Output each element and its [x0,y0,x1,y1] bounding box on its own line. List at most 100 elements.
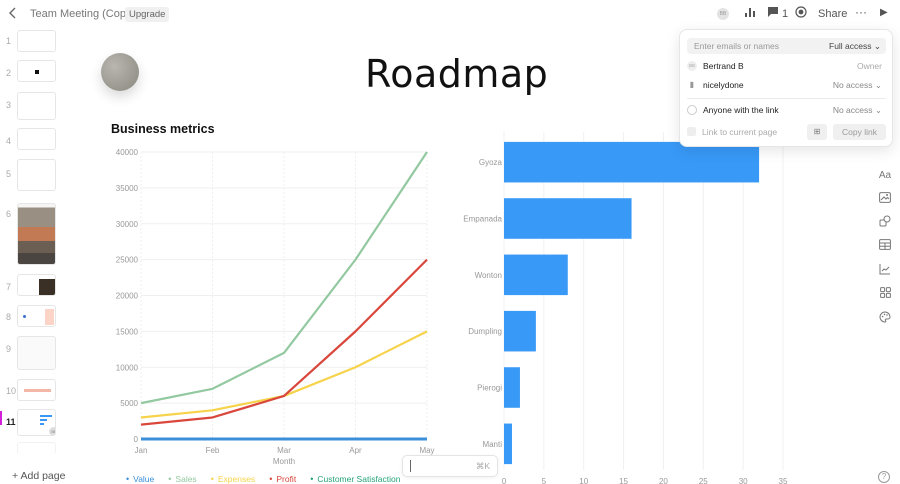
back-button[interactable] [8,6,22,22]
page-number: 9 [6,344,12,354]
page-number: 10 [6,386,17,396]
svg-text:5: 5 [542,477,547,484]
chart-heading[interactable]: Business metrics [111,122,215,136]
copy-link-button[interactable]: Copy link [833,124,886,140]
invite-email-input[interactable]: Enter emails or names Full access ⌄ [687,38,886,54]
active-page-indicator [0,411,2,425]
page-number: 4 [6,136,12,146]
thumbnail [17,159,56,191]
comment-icon [768,7,778,17]
shapes-icon[interactable] [878,215,892,229]
command-input[interactable]: ⌘K [402,455,498,477]
link-access-row: Anyone with the link No access ⌄ [687,104,886,118]
thumbnail: BB [17,409,56,436]
page-number: 6 [6,209,12,219]
bar-chart-icon [745,8,755,17]
svg-text:10000: 10000 [116,363,139,372]
comments-button[interactable] [767,6,779,21]
svg-text:Jan: Jan [135,446,148,455]
svg-text:30000: 30000 [116,220,139,229]
svg-text:Dumpling: Dumpling [468,327,502,336]
record-icon [795,6,807,18]
thumbnail [17,30,56,52]
thumbnail [17,442,56,454]
thumbnail [17,274,56,296]
more-button[interactable]: ··· [855,5,867,19]
workspace-access-dropdown[interactable]: No access ⌄ [832,80,882,90]
page-number: 5 [6,169,12,179]
comment-count: 1 [782,8,789,20]
thumbnail [17,203,56,265]
play-button[interactable]: ▶ [880,7,888,18]
thumbnail [17,92,56,120]
svg-text:40000: 40000 [116,148,139,157]
legend-item[interactable]: • Sales [168,474,197,484]
palette-icon[interactable] [878,311,892,325]
svg-text:Apr: Apr [349,446,362,455]
svg-text:25: 25 [699,477,708,484]
svg-text:May: May [419,446,434,455]
user-avatar[interactable]: BB [717,8,729,20]
link-to-page-checkbox[interactable] [687,127,696,136]
apps-icon[interactable] [878,287,892,301]
svg-text:25000: 25000 [116,256,139,265]
line-chart[interactable]: 0 5000 10000 15000 20000 25000 30000 35000 40000… [100,140,440,470]
chart-icon[interactable] [878,263,892,277]
thumb-avatar: BB [49,427,55,435]
svg-text:20000: 20000 [116,292,139,301]
bar-chart[interactable]: GyozaEmpanadaWontonDumplingPierogiManti … [440,130,800,484]
page-number: 1 [6,36,12,46]
svg-text:5000: 5000 [120,399,138,408]
thumbnail [17,128,56,150]
building-icon: ▮ [687,80,697,90]
help-button[interactable]: ? [878,471,890,483]
slide-title[interactable]: Roadmap [365,52,549,96]
upgrade-button[interactable]: Upgrade [125,7,170,22]
analytics-button[interactable] [744,6,756,21]
workspace-name: nicelydone [703,80,744,90]
legend-item[interactable]: • Expenses [210,474,256,484]
share-popover: Enter emails or names Full access ⌄ BB B… [679,29,893,147]
image-icon[interactable] [878,192,892,206]
document-title[interactable]: Team Meeting (Copy) [30,8,136,20]
page-sidebar: 1 2 3 4 5 6 7 8 9 10 11 [0,28,70,484]
workspace-row: ▮ nicelydone No access ⌄ [687,79,886,93]
top-bar: Team Meeting (Copy) Upgrade BB 1 Share ·… [0,0,900,28]
qr-code-button[interactable]: ⊞ [807,124,827,140]
share-button[interactable]: Share [818,8,848,20]
y-axis-ticks: 0 5000 10000 15000 20000 25000 30000 35000 40000 [116,148,139,444]
svg-text:0: 0 [502,477,507,484]
page-number: 7 [6,282,12,292]
member-name: Bertrand B [703,61,744,71]
svg-text:10: 10 [579,477,588,484]
svg-text:Feb: Feb [206,446,220,455]
divider [687,98,886,99]
page-number: 3 [6,100,12,110]
thumbnail [17,60,56,82]
thumbnail [17,305,56,327]
x-axis-ticks: 0 5 10 15 20 25 30 35 [502,477,788,484]
legend-item[interactable]: • Customer Satisfaction [310,474,401,484]
svg-text:0: 0 [134,435,139,444]
link-to-page-label: Link to current page [702,127,778,137]
link-access-dropdown[interactable]: No access ⌄ [832,105,882,115]
decorative-sphere [101,53,139,91]
svg-text:20: 20 [659,477,668,484]
thumbnail [17,336,56,370]
table-icon[interactable] [878,239,892,253]
svg-text:15000: 15000 [116,327,139,336]
legend-item[interactable]: • Value [126,474,155,484]
text-icon[interactable]: Aa [878,170,892,181]
invite-access-dropdown[interactable]: Full access ⌄ [829,41,881,51]
svg-text:Gyoza: Gyoza [479,158,503,167]
text-cursor [410,460,411,472]
legend-item[interactable]: • Profit [269,474,297,484]
add-page-button[interactable]: + Add page [12,470,66,482]
member-avatar: BB [687,61,697,71]
record-button[interactable] [795,6,807,21]
svg-text:35000: 35000 [116,184,139,193]
page-number: 8 [6,312,12,322]
svg-text:Manti: Manti [482,440,502,449]
svg-text:Empanada: Empanada [463,215,502,224]
svg-text:Wonton: Wonton [475,271,502,280]
